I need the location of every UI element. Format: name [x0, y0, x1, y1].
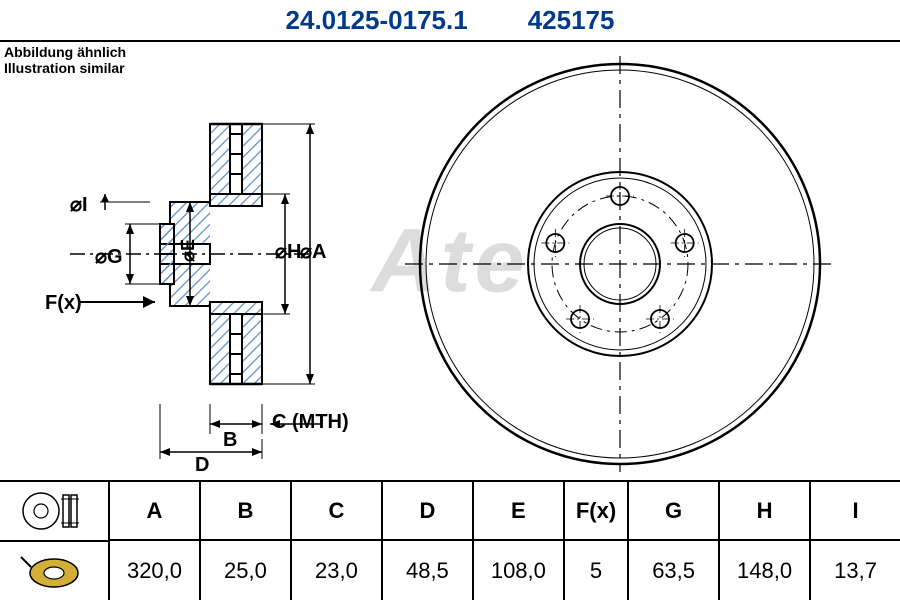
- label-B: B: [223, 429, 237, 452]
- disc-icon: [0, 482, 108, 542]
- part-number: 24.0125-0175.1: [286, 5, 468, 36]
- col-header-D: D: [383, 482, 474, 541]
- caliper-icon: [0, 542, 108, 600]
- table-value-row: 320,025,023,048,5108,0563,5148,013,7: [110, 541, 900, 600]
- table-icon-column: [0, 482, 110, 600]
- col-header-H: H: [720, 482, 811, 541]
- col-value-G: 63,5: [629, 541, 720, 600]
- col-header-Fx: F(x): [565, 482, 629, 541]
- diagram-area: Ate: [0, 44, 900, 480]
- dimension-table: ABCDEF(x)GHI 320,025,023,048,5108,0563,5…: [0, 480, 900, 600]
- col-header-A: A: [110, 482, 201, 541]
- label-E: ⌀E: [178, 239, 199, 262]
- col-value-E: 108,0: [474, 541, 565, 600]
- col-value-A: 320,0: [110, 541, 201, 600]
- col-value-H: 148,0: [720, 541, 811, 600]
- label-I: ⌀I: [70, 192, 88, 217]
- col-value-C: 23,0: [292, 541, 383, 600]
- col-value-B: 25,0: [201, 541, 292, 600]
- header-bar: 24.0125-0175.1 425175: [0, 0, 900, 42]
- col-value-I: 13,7: [811, 541, 900, 600]
- label-D: D: [195, 454, 209, 477]
- col-value-D: 48,5: [383, 541, 474, 600]
- col-header-C: C: [292, 482, 383, 541]
- label-A: ⌀A: [300, 239, 326, 264]
- col-header-G: G: [629, 482, 720, 541]
- table-header-row: ABCDEF(x)GHI: [110, 482, 900, 541]
- short-code: 425175: [528, 5, 615, 36]
- label-H: ⌀H: [275, 239, 301, 264]
- label-F: F(x): [45, 292, 82, 315]
- label-C: C (MTH): [272, 411, 349, 434]
- front-view: [390, 54, 850, 474]
- col-header-E: E: [474, 482, 565, 541]
- col-header-I: I: [811, 482, 900, 541]
- col-value-Fx: 5: [565, 541, 629, 600]
- label-G: ⌀G: [95, 244, 123, 269]
- col-header-B: B: [201, 482, 292, 541]
- data-grid: ABCDEF(x)GHI 320,025,023,048,5108,0563,5…: [110, 482, 900, 600]
